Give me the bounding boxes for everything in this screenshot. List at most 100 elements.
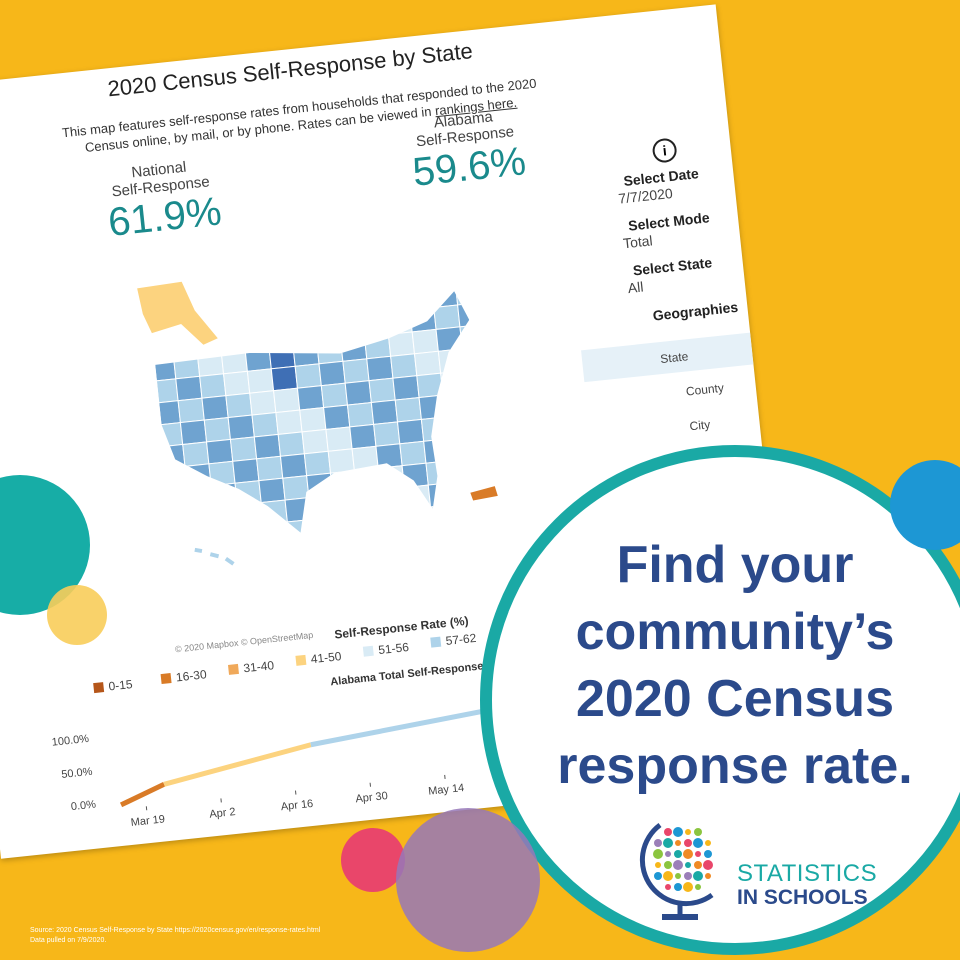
state-region	[430, 290, 459, 309]
state-region	[292, 341, 320, 367]
globe-dot	[695, 884, 701, 890]
state-region	[359, 290, 387, 316]
state-region	[251, 412, 279, 438]
y-tick-label: 0.0%	[70, 799, 96, 814]
state-region	[308, 494, 336, 521]
state-region	[435, 326, 463, 352]
state-region	[334, 513, 362, 540]
state-region	[383, 290, 411, 314]
state-region	[468, 411, 490, 437]
state-region	[353, 467, 382, 494]
globe-dot	[703, 860, 713, 870]
legend-swatch	[430, 636, 442, 648]
trend-line	[119, 782, 166, 808]
globe-dot	[665, 851, 671, 857]
globe-dot	[663, 871, 673, 881]
state-region	[416, 372, 444, 399]
state-region	[150, 356, 177, 382]
state-region	[253, 433, 282, 460]
state-region	[461, 345, 489, 372]
state-region	[329, 470, 358, 496]
state-region	[387, 331, 416, 357]
state-region	[316, 338, 344, 365]
globe-dot	[694, 861, 702, 869]
filter-value[interactable]: All	[626, 278, 645, 297]
x-tick-label: May 14	[428, 782, 465, 798]
state-region	[299, 407, 327, 433]
state-region	[363, 333, 392, 360]
state-region	[340, 336, 368, 362]
state-region	[222, 370, 251, 397]
state-region	[437, 348, 466, 374]
globe-base	[662, 914, 698, 920]
state-region	[444, 413, 472, 440]
headline-line: 2020 Census	[576, 670, 894, 728]
state-region	[236, 502, 265, 528]
geography-option[interactable]: City	[688, 417, 711, 434]
puerto-rico	[470, 486, 498, 501]
state-region	[449, 457, 477, 484]
decor-circle	[890, 460, 960, 550]
state-region	[466, 389, 490, 415]
state-region	[263, 300, 292, 326]
state-region	[358, 511, 386, 537]
globe-dot	[683, 882, 693, 892]
state-region	[327, 448, 355, 474]
state-region	[206, 438, 234, 465]
state-region	[346, 401, 375, 428]
state-region	[150, 334, 175, 361]
globe-dot	[674, 883, 682, 891]
state-region	[162, 487, 191, 514]
globe-dot	[705, 873, 711, 879]
state-region	[349, 423, 377, 450]
x-tick-label: Apr 2	[209, 806, 236, 821]
state-region	[427, 481, 456, 508]
state-region	[392, 375, 420, 401]
state-region	[385, 309, 413, 335]
state-region	[275, 409, 303, 436]
info-icon-glyph: i	[662, 142, 668, 158]
state-region	[453, 501, 482, 527]
state-region	[158, 443, 186, 470]
state-region	[175, 375, 203, 402]
geography-option[interactable]: State	[659, 349, 690, 367]
state-region	[377, 465, 405, 491]
state-region	[284, 497, 312, 523]
state-region	[239, 523, 267, 546]
legend-label: 0-15	[107, 677, 134, 694]
headline-line: response rate.	[557, 737, 913, 795]
legend-swatch	[295, 654, 307, 666]
globe-dot	[693, 838, 703, 848]
decor-circle	[396, 808, 540, 952]
decor-circle	[47, 585, 107, 645]
state-region	[396, 418, 425, 445]
info-icon[interactable]	[652, 138, 677, 163]
state-region	[287, 297, 315, 324]
state-region	[344, 380, 372, 406]
state-region	[306, 472, 334, 499]
state-region	[234, 480, 262, 506]
state-region	[411, 328, 439, 355]
state-region	[375, 443, 403, 469]
state-region	[186, 485, 215, 511]
state-region	[406, 506, 434, 532]
trend-line	[163, 742, 312, 787]
panel-graphics: i 100.0% 50.0% 0.0% Mar 19 Apr 2 Apr 16 Apr 30…	[51, 138, 785, 829]
state-region	[323, 404, 351, 430]
globe-dots	[653, 827, 713, 892]
state-region	[208, 460, 236, 487]
state-region	[470, 433, 490, 459]
headline-line: Find your	[616, 536, 854, 594]
globe-dot	[685, 862, 691, 868]
state-region	[332, 492, 360, 518]
state-region	[296, 385, 325, 411]
state-region	[199, 373, 227, 399]
state-region	[457, 301, 485, 328]
state-region	[229, 436, 258, 462]
state-region	[447, 435, 475, 462]
globe-dot	[673, 827, 683, 837]
filter-value[interactable]: Total	[622, 232, 654, 252]
decor-circle	[341, 828, 405, 892]
logo-text: IN SCHOOLS	[737, 886, 868, 909]
